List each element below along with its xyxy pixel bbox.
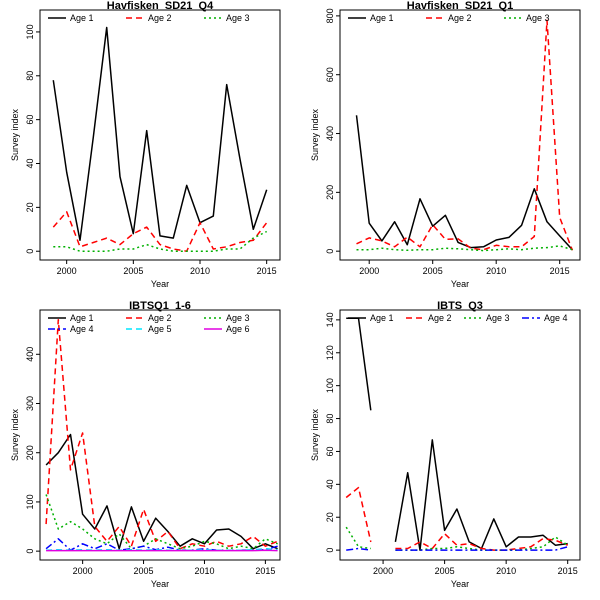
series-line-age-4-segment-1 [346, 547, 371, 551]
x-tick-label: 2015 [550, 266, 570, 276]
y-tick-label: 40 [325, 479, 335, 489]
chart-title: IBTS_Q3 [437, 300, 483, 312]
chart-panel-2: 2000 2005 2010 2015 0 200 400 600 800 Havfisken_S… [310, 0, 581, 289]
y-axis-label: Survey index [10, 408, 20, 461]
series-line-age-2-segment-2 [395, 532, 568, 551]
legend-label-age-6: Age 6 [226, 324, 250, 334]
x-tick-label: 2010 [190, 266, 210, 276]
y-axis-label: Survey index [310, 408, 320, 461]
plot-frame [39, 9, 281, 261]
x-tick-label: 2010 [496, 566, 516, 576]
legend-label-age-2: Age 2 [148, 313, 172, 323]
series-line-age-1 [52, 26, 268, 242]
series-line-age-4-segment-2 [395, 546, 568, 551]
y-tick-label: 400 [325, 126, 335, 141]
x-tick-label: 2010 [194, 566, 214, 576]
y-axis-label: Survey index [310, 108, 320, 161]
series-line-age-1 [355, 115, 573, 251]
series-line-age-2-segment-1 [345, 486, 372, 543]
y-tick-label: 100 [25, 494, 35, 509]
y-tick-label: 60 [325, 446, 335, 456]
x-tick-label: 2005 [123, 266, 143, 276]
legend-label-age-4: Age 4 [70, 324, 94, 334]
x-axis-label: Year [451, 279, 469, 289]
x-tick-label: 2015 [257, 266, 277, 276]
y-tick-label: 800 [325, 8, 335, 23]
legend-label-age-1: Age 1 [70, 13, 94, 23]
legend-label-age-4: Age 4 [544, 313, 568, 323]
chart-title: IBTSQ1_1-6 [129, 300, 191, 312]
plot-frame [339, 9, 581, 261]
x-tick-label: 2015 [255, 566, 275, 576]
x-axis-label: Year [451, 579, 469, 589]
series-line-age-1 [45, 433, 278, 550]
y-tick-label: 200 [25, 445, 35, 460]
legend-label-age-2: Age 2 [428, 313, 452, 323]
x-tick-label: 2005 [423, 266, 443, 276]
x-axis-label: Year [151, 579, 169, 589]
legend-label-age-3: Age 3 [226, 313, 250, 323]
y-tick-label: 140 [325, 312, 335, 327]
series-line-age-3-segment-1 [345, 526, 371, 550]
y-tick-label: 0 [25, 249, 35, 254]
legend-label-age-3: Age 3 [226, 13, 250, 23]
y-tick-label: 100 [25, 24, 35, 39]
legend-label-age-2: Age 2 [448, 13, 472, 23]
series-line-age-1-segment-1 [346, 317, 372, 411]
y-tick-label: 100 [325, 378, 335, 393]
y-tick-label: 60 [25, 115, 35, 125]
legend-label-age-1: Age 1 [370, 313, 394, 323]
y-tick-label: 200 [325, 185, 335, 200]
y-tick-label: 20 [25, 202, 35, 212]
chart-title: Havfisken_SD21_Q1 [407, 0, 513, 12]
plot-frame [339, 309, 581, 561]
chart-panel-1: 2000 2005 2010 2015 0 20 40 60 80 100 Havfisken_SD… [10, 0, 281, 289]
series-line-age-2 [52, 211, 268, 252]
chart-title: Havfisken_SD21_Q4 [107, 0, 214, 12]
x-tick-label: 2010 [486, 266, 506, 276]
chart-panel-4: 2000 2005 2010 2015 0 20 40 60 80 100 120 140 IBTS_Q… [310, 300, 581, 589]
plot-frame [39, 309, 281, 561]
y-tick-label: 0 [25, 549, 35, 554]
x-axis-label: Year [151, 279, 169, 289]
y-tick-label: 400 [25, 347, 35, 362]
legend-label-age-5: Age 5 [148, 324, 172, 334]
legend-label-age-2: Age 2 [148, 13, 172, 23]
x-tick-label: 2005 [435, 566, 455, 576]
series-line-age-3 [356, 245, 573, 252]
series-line-age-3 [53, 230, 268, 252]
x-tick-label: 2005 [134, 566, 154, 576]
x-tick-label: 2000 [373, 566, 393, 576]
series-line-age-2 [45, 319, 278, 550]
y-tick-label: 120 [325, 345, 335, 360]
y-tick-label: 80 [325, 414, 335, 424]
x-tick-label: 2000 [73, 566, 93, 576]
y-tick-label: 40 [25, 159, 35, 169]
legend-label-age-1: Age 1 [370, 13, 394, 23]
y-tick-label: 20 [325, 512, 335, 522]
y-tick-label: 300 [25, 396, 35, 411]
series-line-age-4 [45, 538, 278, 551]
y-tick-label: 80 [25, 71, 35, 81]
y-axis-label: Survey index [10, 108, 20, 161]
legend-label-age-3: Age 3 [486, 313, 510, 323]
x-tick-label: 2000 [359, 266, 379, 276]
series-line-age-2 [356, 19, 574, 251]
x-tick-label: 2015 [558, 566, 578, 576]
y-tick-label: 0 [325, 548, 335, 553]
y-tick-label: 0 [325, 249, 335, 254]
legend-label-age-1: Age 1 [70, 313, 94, 323]
series-line-age-1-segment-2 [394, 439, 568, 551]
x-tick-label: 2000 [57, 266, 77, 276]
legend-label-age-3: Age 3 [526, 13, 550, 23]
chart-panel-3: 2000 2005 2010 2015 0 100 200 300 400 IBTSQ1_1-6 Y… [10, 300, 281, 589]
y-tick-label: 600 [325, 67, 335, 82]
